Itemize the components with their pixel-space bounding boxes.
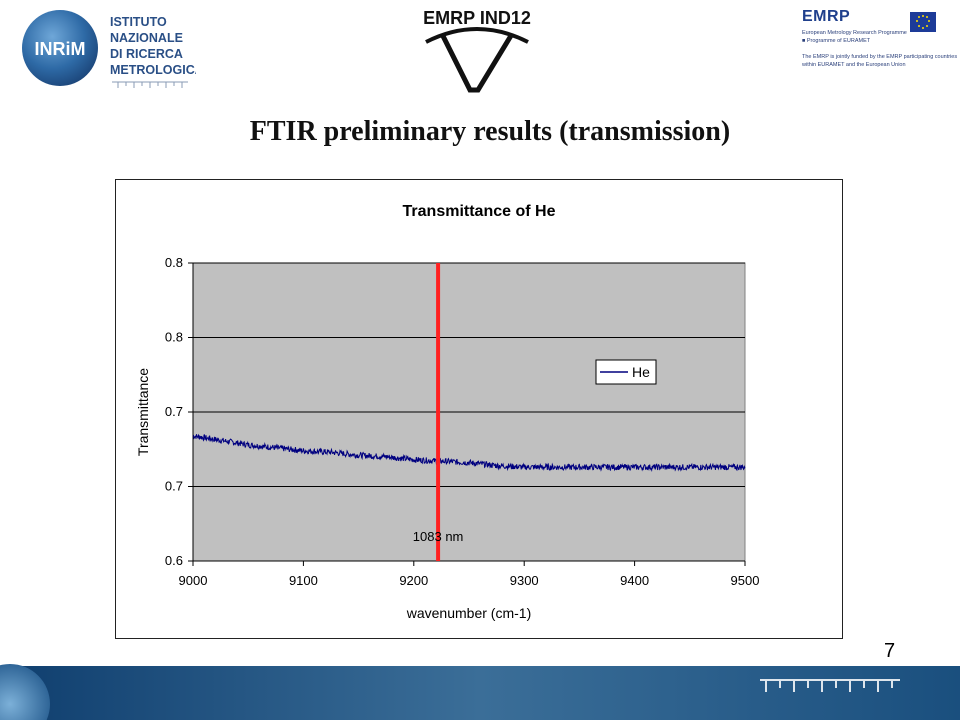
- y-axis-label: Transmittance: [135, 368, 151, 456]
- slide-title: FTIR preliminary results (transmission): [249, 116, 731, 147]
- x-tick-label: 9500: [731, 573, 760, 588]
- emrp-line-4: within EURAMET and the European Union: [802, 62, 906, 68]
- eu-flag-icon: [910, 12, 936, 32]
- y-tick-label: 0.6: [165, 553, 183, 568]
- y-tick-label: 0.7: [165, 479, 183, 494]
- transmittance-chart: 0.6 0.7 0.7 0.8 0.8 9000 9100 9200 9300 9400 9500 T…: [135, 203, 760, 621]
- x-tick-label: 9300: [510, 573, 539, 588]
- emrp-line-2: ■ Programme of EURAMET: [802, 38, 871, 44]
- emrp-line-3: The EMRP is jointly funded by the EMRP p…: [802, 54, 958, 60]
- x-tick-label: 9400: [620, 573, 649, 588]
- inrim-line-1: ISTITUTO: [110, 15, 167, 29]
- annotation-label: 1083 nm: [413, 529, 464, 544]
- emrp-line-1: European Metrology Research Programme: [802, 30, 907, 36]
- legend-label: He: [632, 364, 650, 380]
- y-tick-label: 0.8: [165, 255, 183, 270]
- emrp-ind12-title: EMRP IND12: [423, 8, 531, 28]
- inrim-line-3: DI RICERCA: [110, 47, 183, 61]
- y-tick-label: 0.8: [165, 330, 183, 345]
- inrim-badge-text: INRiM: [35, 39, 86, 59]
- inrim-line-4: METROLOGICA: [110, 63, 196, 77]
- y-tick-label: 0.7: [165, 404, 183, 419]
- footer-band: [0, 664, 960, 720]
- emrp-logo-block: EMRP European Metrology Research Program…: [798, 6, 958, 86]
- chart-frame: 0.6 0.7 0.7 0.8 0.8 9000 9100 9200 9300 9400 9500 T…: [115, 179, 843, 639]
- inrim-logo: INRiM ISTITUTO NAZIONALE DI RICERCA METR…: [22, 10, 196, 88]
- emrp-word: EMRP: [802, 8, 851, 25]
- x-tick-label: 9000: [179, 573, 208, 588]
- x-tick-label: 9100: [289, 573, 318, 588]
- x-tick-label: 9200: [399, 573, 428, 588]
- page-number: 7: [884, 640, 896, 662]
- inrim-line-2: NAZIONALE: [110, 31, 183, 45]
- chart-title: Transmittance of He: [403, 203, 556, 220]
- x-axis-label: wavenumber (cm-1): [406, 605, 531, 621]
- series-line-he: [192, 433, 746, 473]
- emrp-ind12-logo: EMRP IND12: [423, 8, 531, 93]
